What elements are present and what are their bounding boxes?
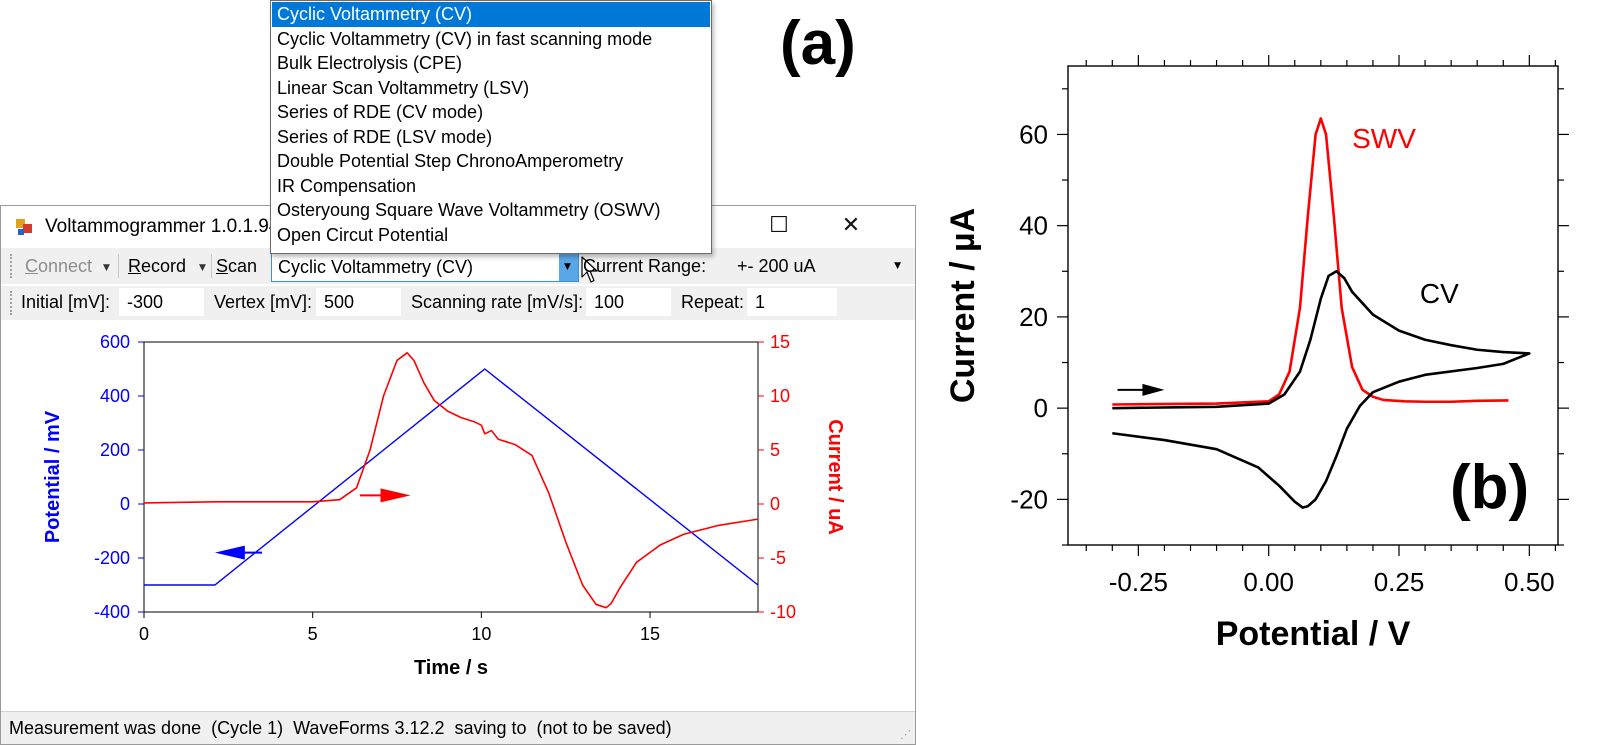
panel-label-a: (a) <box>780 9 856 78</box>
y-tick-label: 20 <box>1019 302 1048 332</box>
repeat-input[interactable]: 1 <box>747 288 837 316</box>
potential-series-line <box>144 368 759 586</box>
x-axis-label: Time / s <box>414 657 488 679</box>
status-text: Measurement was done (Cycle 1) WaveForms… <box>9 718 672 738</box>
dropdown-item[interactable]: Bulk Electrolysis (CPE) <box>277 53 463 73</box>
vertex-input[interactable]: 500 <box>316 288 401 316</box>
window-title: Voltammogrammer 1.0.1.94 <box>45 216 280 237</box>
current-range-value: +- 200 uA <box>737 256 816 276</box>
x-tick-label: 0.50 <box>1504 567 1555 597</box>
y-tick-label: -400 <box>94 602 130 622</box>
plot-frame <box>1067 65 1559 546</box>
toolbar-separator <box>211 254 212 278</box>
dropdown-item[interactable]: IR Compensation <box>277 175 417 196</box>
toolbar: Connect ▼ Record ▼ Scan Cyclic Voltammet… <box>1 248 915 284</box>
potential-arrow-head <box>214 545 245 560</box>
swv-series-label: SWV <box>1352 123 1416 154</box>
connect-chevron-down-icon[interactable]: ▼ <box>103 263 110 273</box>
chevron-down-icon: ▼ <box>894 261 901 271</box>
dropdown-item[interactable]: Osteryoung Square Wave Voltammetry (OSWV… <box>277 200 661 220</box>
current-range-select[interactable]: +- 200 uA ▼ <box>731 252 911 282</box>
y-tick-label: 0 <box>1034 393 1048 423</box>
parameters-bar: Initial [mV]: -300 Vertex [mV]: 500 Scan… <box>1 286 915 320</box>
x-tick-label: 15 <box>640 624 660 644</box>
y-tick-label: 0 <box>120 494 130 514</box>
mode-select-button[interactable]: ▼ <box>559 253 578 281</box>
y-tick-label: 400 <box>100 386 130 406</box>
y2-tick-label: 15 <box>770 332 790 352</box>
voltammogram-chart: -0.25 0.00 0.25 0.50 60 40 20 0 -20 Potential / V… <box>944 55 1569 653</box>
x-tick-label: 10 <box>471 624 491 644</box>
y2-tick-label: -5 <box>770 548 786 568</box>
x-axis-label: Potential / V <box>1216 615 1411 653</box>
x-tick-label: -0.25 <box>1109 567 1168 597</box>
record-chevron-down-icon[interactable]: ▼ <box>199 263 206 273</box>
dropdown-item[interactable]: Cyclic Voltammetry (CV) <box>272 2 710 27</box>
y-axis-label: Current / µA <box>944 208 982 403</box>
plot-frame <box>143 341 759 613</box>
dropdown-item[interactable]: Series of RDE (LSV mode) <box>277 126 493 147</box>
dropdown-item[interactable]: Linear Scan Voltammetry (LSV) <box>277 77 530 98</box>
panel-label-b: (b) <box>1450 453 1530 522</box>
vertex-label: Vertex [mV]: <box>214 292 313 312</box>
x-tick-label: 0.00 <box>1243 567 1294 597</box>
mode-dropdown-list: Cyclic Voltammetry (CV) Cyclic Voltammetr… <box>270 0 712 254</box>
close-button[interactable]: ✕ <box>841 213 861 238</box>
mode-select[interactable]: Cyclic Voltammetry (CV) ▼ <box>271 252 579 282</box>
app-window: Voltammogrammer 1.0.1.94 ☐ ✕ Connect ▼ R… <box>0 205 916 745</box>
y-axis-label: Potential / mV <box>42 410 64 543</box>
y2-tick-label: 0 <box>770 494 780 514</box>
mouse-pointer-icon <box>581 256 598 283</box>
y-tick-label: 60 <box>1019 119 1048 149</box>
y-tick-label: -20 <box>1010 484 1048 514</box>
scan-rate-label: Scanning rate [mV/s]: <box>411 292 584 312</box>
toolbar-separator <box>118 254 119 278</box>
maximize-button[interactable]: ☐ <box>769 213 789 238</box>
scan-rate-input[interactable]: 100 <box>586 288 671 316</box>
current-series-line <box>143 351 759 609</box>
scan-direction-arrow-head <box>1142 383 1165 396</box>
toolbar-grip[interactable] <box>10 254 15 278</box>
y2-tick-label: 10 <box>770 386 790 406</box>
params-grip[interactable] <box>10 291 15 315</box>
swv-series-line <box>1112 117 1509 406</box>
dropdown-item[interactable]: Cyclic Voltammetry (CV) in fast scanning… <box>277 28 653 49</box>
x-tick-label: 0 <box>139 624 149 644</box>
record-button[interactable]: Record <box>128 256 187 276</box>
y-tick-label: 40 <box>1019 211 1048 241</box>
x-tick-label: 0.25 <box>1374 567 1425 597</box>
y2-axis-label: Current / uA <box>824 419 846 535</box>
x-tick-label: 5 <box>308 624 318 644</box>
resize-grip-icon[interactable]: ⋰ <box>900 728 911 741</box>
initial-label: Initial [mV]: <box>21 292 111 312</box>
cv-series-label: CV <box>1420 278 1459 309</box>
dropdown-item[interactable]: Series of RDE (CV mode) <box>277 102 484 122</box>
current-range-label: Current Range: <box>583 256 707 276</box>
mode-select-value: Cyclic Voltammetry (CV) <box>278 257 474 277</box>
time-series-chart: 0 5 10 15 600 400 200 0 -200 -400 15 10 5 0 -5 -10 Time … <box>42 332 846 679</box>
y2-tick-label: 5 <box>770 440 780 460</box>
connect-button[interactable]: Connect <box>25 256 93 276</box>
repeat-label: Repeat: <box>681 292 745 312</box>
scan-button[interactable]: Scan <box>216 256 258 276</box>
current-arrow-head <box>380 488 411 503</box>
y2-tick-label: -10 <box>770 602 796 622</box>
initial-input[interactable]: -300 <box>119 288 204 316</box>
y-tick-label: -200 <box>94 548 130 568</box>
status-bar: Measurement was done (Cycle 1) WaveForms… <box>1 711 915 744</box>
cv-series-line <box>1112 269 1531 509</box>
y-tick-label: 200 <box>100 440 130 460</box>
dropdown-item[interactable]: Double Potential Step ChronoAmperometry <box>277 151 624 171</box>
chevron-down-icon: ▼ <box>564 262 571 272</box>
app-icon <box>16 219 32 235</box>
dropdown-item[interactable]: Open Circut Potential <box>277 224 449 245</box>
y-tick-label: 600 <box>100 332 130 352</box>
